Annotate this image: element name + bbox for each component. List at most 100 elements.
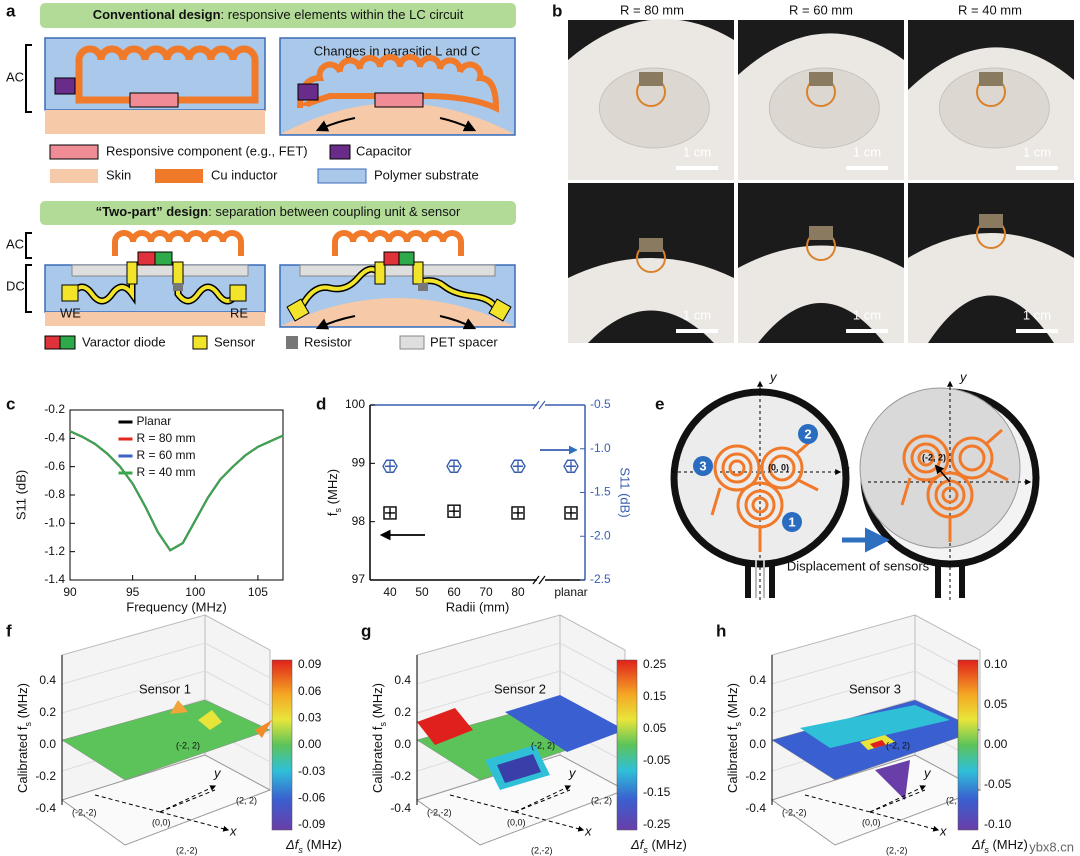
legend-text: Skin xyxy=(106,167,131,182)
surface xyxy=(800,705,950,748)
z-tick-label: 0.4 xyxy=(749,673,766,687)
legend-swatch xyxy=(155,169,203,183)
axis-arrow xyxy=(514,785,572,813)
arrow xyxy=(439,315,477,330)
panel-label: b xyxy=(552,1,562,20)
colorbar-tick-label: 0.15 xyxy=(643,689,667,703)
corner-label: (2, 2) xyxy=(236,795,257,805)
z-tick-label: 0.2 xyxy=(39,705,56,719)
device-chip xyxy=(809,72,833,86)
x-axis-label: Radii (mm) xyxy=(446,599,510,614)
cbar-label-unit: (MHz) xyxy=(989,837,1028,852)
legend-text: Resistor xyxy=(304,334,352,349)
marker xyxy=(382,459,398,473)
x-tick-label: 95 xyxy=(126,585,140,599)
corner-label: (-2, 2) xyxy=(176,740,200,750)
y2-tick-label: -2.0 xyxy=(590,528,611,542)
legend-text: R = 60 mm xyxy=(137,448,196,462)
skin xyxy=(45,110,265,134)
varactor xyxy=(154,251,173,266)
y-tick-label: 98 xyxy=(352,514,366,528)
z-label-main: Calibrated f xyxy=(725,726,740,793)
column-title: R = 80 mm xyxy=(620,2,684,17)
cbar-label-unit: (MHz) xyxy=(303,837,342,852)
z-label-sub: s xyxy=(378,722,388,727)
electrode-label: RE xyxy=(230,305,248,320)
origin-label: (0, 0) xyxy=(768,462,789,472)
wall-grid xyxy=(204,670,271,707)
bracket xyxy=(25,44,32,113)
cbar-label-main: Δf xyxy=(971,837,986,852)
corner-label: (2, 2) xyxy=(591,795,612,805)
legend-swatch xyxy=(329,144,351,160)
z-tick-label: -0.4 xyxy=(745,801,766,815)
z-tick-label: 0.0 xyxy=(749,737,766,751)
x-tick-label: 60 xyxy=(447,585,461,599)
connector xyxy=(374,261,386,285)
legend-swatch xyxy=(50,169,98,183)
sensor xyxy=(229,284,247,302)
patch xyxy=(938,67,1050,149)
marker xyxy=(447,504,461,518)
series-line xyxy=(69,430,284,552)
device-chip xyxy=(639,72,663,86)
wire xyxy=(300,267,498,310)
inductor xyxy=(112,230,244,256)
colorbar-tick-label: 0.00 xyxy=(984,737,1008,751)
sensor-coils xyxy=(710,438,819,552)
cbar-label-main: Δf xyxy=(285,837,300,852)
y2-tick-label: -0.5 xyxy=(590,397,611,411)
banner-bold: Conventional design xyxy=(93,7,221,22)
y-tick-label: -0.2 xyxy=(44,402,65,416)
x-tick-label: 90 xyxy=(63,585,77,599)
capacitor xyxy=(297,83,319,101)
sensor-id: 3 xyxy=(699,458,706,473)
y2-tick-label: -2.5 xyxy=(590,572,611,586)
x-tick-label: planar xyxy=(554,585,587,599)
marker xyxy=(446,459,462,473)
resistor xyxy=(418,283,428,291)
scale-bar-label: 1 cm xyxy=(1023,307,1051,322)
colorbar xyxy=(271,659,293,831)
panel-label: a xyxy=(6,1,16,20)
panel-label: h xyxy=(716,621,726,640)
corner-label: (-2, 2) xyxy=(531,740,555,750)
legend-text: Cu inductor xyxy=(211,167,278,182)
wall-grid xyxy=(416,642,561,685)
panel-a: Conventional design: responsive elements… xyxy=(6,3,516,350)
axis-label: x xyxy=(1032,472,1040,487)
skin xyxy=(45,312,265,326)
responsive-component xyxy=(374,92,424,108)
x-axis-label: Frequency (MHz) xyxy=(126,599,226,614)
sensor xyxy=(286,298,310,322)
connector xyxy=(172,261,184,285)
z-label-unit: (MHz) xyxy=(370,683,385,722)
panel-label: d xyxy=(316,394,326,413)
axis-dashed xyxy=(804,789,938,830)
connector xyxy=(126,261,138,285)
axis-break-gap xyxy=(537,401,545,409)
y-axis-label-sub: s xyxy=(333,507,343,512)
device-stem xyxy=(935,562,965,598)
marker xyxy=(563,459,579,473)
colorbar-tick-label: -0.25 xyxy=(643,817,671,831)
banner-bold: “Two-part” design xyxy=(96,204,208,219)
x-tick-label: 40 xyxy=(383,585,397,599)
colorbar-tick-label: -0.10 xyxy=(984,817,1012,831)
floor xyxy=(60,754,272,846)
ring xyxy=(738,245,904,343)
panel-label: f xyxy=(6,621,12,640)
x-tick-label: 80 xyxy=(511,585,525,599)
z-tick-label: -0.4 xyxy=(390,801,411,815)
wire xyxy=(70,284,238,303)
sensor xyxy=(488,298,512,322)
surface xyxy=(870,740,886,748)
device-chip xyxy=(809,226,833,240)
surface-title: Sensor 3 xyxy=(849,681,901,696)
z-axis-label: Calibrated fs (MHz) xyxy=(370,683,388,793)
varactor xyxy=(137,251,156,266)
axis-arrow xyxy=(159,785,217,813)
y2-axis-label: S11 (dB) xyxy=(618,467,633,517)
